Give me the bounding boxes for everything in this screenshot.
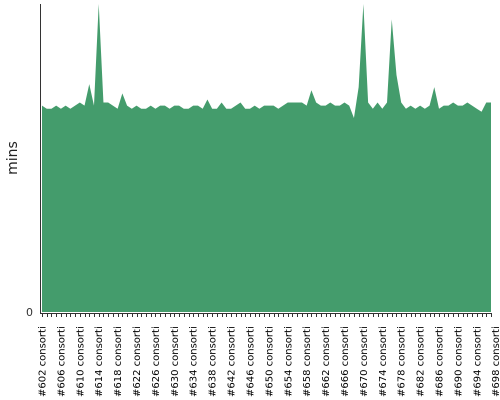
y-tick-label-0: 0 — [26, 306, 33, 319]
x-tick-label: #638 consorti — [208, 326, 219, 397]
plot-area — [41, 3, 492, 312]
y-axis-title: mins — [5, 141, 21, 175]
x-tick-label: #634 consorti — [189, 326, 200, 397]
x-tick-label: #698 consorti — [491, 326, 500, 397]
x-tick-label: #610 consorti — [75, 326, 86, 397]
x-tick-label: #674 consorti — [378, 326, 389, 397]
x-tick-label: #622 consorti — [132, 326, 143, 397]
x-tick-label: #630 consorti — [170, 326, 181, 397]
x-tick-label: #666 consorti — [340, 326, 351, 397]
x-tick-label: #662 consorti — [321, 326, 332, 397]
x-tick-label: #694 consorti — [472, 326, 483, 397]
x-axis-ticks — [42, 313, 492, 317]
x-tick-label: #682 consorti — [416, 326, 427, 397]
x-tick-label: #642 consorti — [227, 326, 238, 397]
x-tick-label: #654 consorti — [283, 326, 294, 397]
x-tick-label: #686 consorti — [435, 326, 446, 397]
x-tick-label: #670 consorti — [359, 326, 370, 397]
x-tick-label: #614 consorti — [94, 326, 105, 397]
x-tick-label: #626 consorti — [151, 326, 162, 397]
x-tick-label: #650 consorti — [264, 326, 275, 397]
x-tick-label: #602 consorti — [38, 326, 49, 397]
x-tick-label: #618 consorti — [113, 326, 124, 397]
x-tick-label: #658 consorti — [302, 326, 313, 397]
x-tick-label: #690 consorti — [453, 326, 464, 397]
x-axis-labels: #602 consorti #606 consorti #610 consorti #… — [38, 326, 500, 397]
x-tick-label: #646 consorti — [245, 326, 256, 397]
x-tick-label: #678 consorti — [397, 326, 408, 397]
series-area — [42, 4, 491, 312]
x-tick-label: #606 consorti — [56, 326, 67, 397]
